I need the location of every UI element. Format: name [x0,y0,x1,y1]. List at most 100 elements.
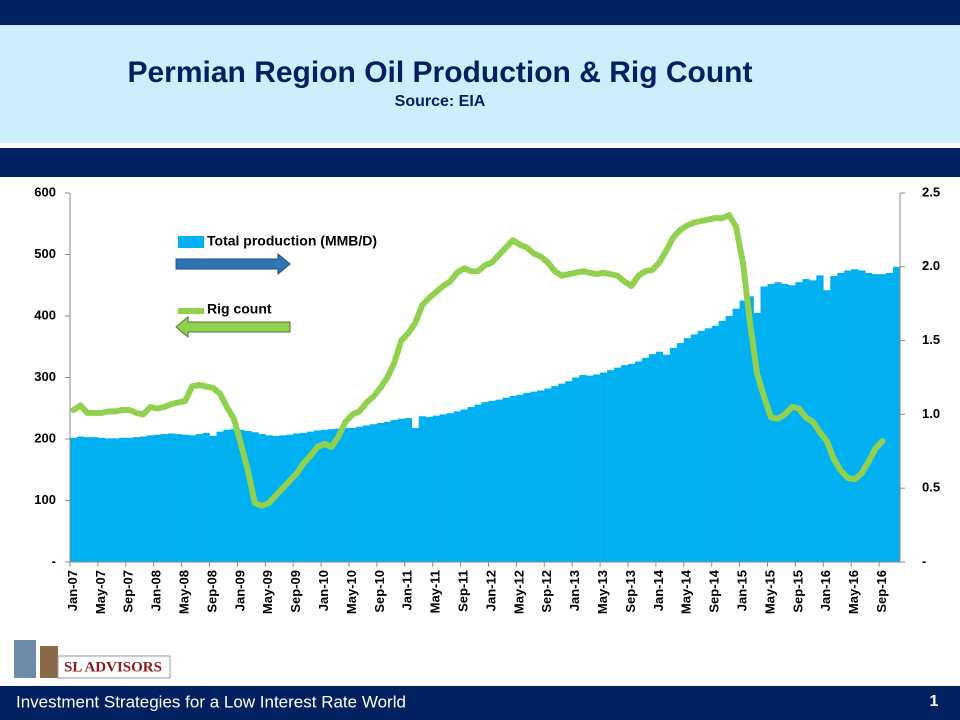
bar [572,377,580,562]
bar [495,399,503,562]
bar [753,312,761,562]
x-tick-label: Jan-16 [818,570,833,611]
bar [634,361,643,562]
plot: - 100 200 300 400 500 600 - 0.5 1.0 1.5 2.0 2.5 Jan-0… [34,184,940,614]
bar [160,434,168,562]
bar [97,437,106,562]
bar [816,275,824,562]
bar [893,266,901,562]
bar [397,418,406,562]
bar [125,437,134,562]
x-tick-label: Jan-15 [735,570,750,611]
bar [348,427,357,562]
x-tick-label: May-11 [428,570,443,613]
bar [223,429,231,562]
y-tick-label: 400 [34,307,56,322]
bar [641,357,650,562]
x-tick-label: May-14 [679,569,694,614]
x-tick-label: Sep-07 [121,570,136,613]
bar [600,372,608,562]
bar [488,400,496,562]
bar [293,433,301,562]
bar [286,434,294,562]
bar [865,272,873,562]
x-tick-label: May-07 [93,570,108,614]
bar [300,432,308,562]
footer-bar [0,686,960,720]
y-tick-label: 200 [34,430,56,445]
x-tick-label: May-12 [511,570,526,614]
bar [718,320,726,562]
bar [153,434,161,562]
bar [516,394,524,562]
bar [328,429,336,562]
bar [565,381,573,562]
bar [70,437,78,562]
y-tick-label: 500 [34,246,56,261]
bar [335,428,343,562]
y2-tick-label: 0.5 [922,480,940,495]
bar [132,437,141,562]
y-tick-label: 100 [34,492,56,507]
y2-tick-label: 1.0 [922,406,940,421]
x-tick-label: Jan-11 [400,570,415,610]
bar [648,354,657,562]
legend-label: Rig count [207,301,272,317]
bar [781,284,789,562]
legend-swatch-bar [178,236,204,248]
x-tick-label: Jan-14 [651,569,666,611]
bar [586,375,594,562]
x-tick-label: Jan-08 [149,570,164,611]
bar [509,395,517,562]
bar [83,437,92,562]
bar [558,383,566,562]
bar [355,426,364,562]
bar [307,431,315,562]
bar [404,418,413,562]
bar [411,427,420,562]
bar [544,388,552,562]
bar [704,328,712,562]
bar [579,375,587,562]
x-tick-label: May-10 [344,570,359,614]
bar [418,416,427,562]
bar [879,274,887,562]
bar [830,276,838,562]
bar [711,325,719,562]
bar [237,429,245,562]
x-tick-label: Sep-10 [372,570,387,613]
x-tick-label: Jan-13 [567,570,582,611]
bar [872,274,880,562]
bar [697,330,706,562]
bar [167,433,175,562]
bar [362,425,371,562]
bar [209,435,217,562]
bar [376,423,385,562]
bar [188,435,196,562]
logo: SL ADVISORS [14,640,171,679]
x-tick-label: May-13 [595,570,610,614]
bar [739,300,747,562]
bar [655,351,664,562]
y-tick-label: - [52,553,56,568]
x-tick-label: Sep-11 [456,570,471,612]
bar [621,365,629,562]
x-tick-label: Sep-16 [874,570,889,613]
x-tick-label: Sep-15 [790,570,805,613]
legend-label: Total production (MMB/D) [207,233,377,249]
x-tick-label: Sep-13 [623,570,638,613]
bar [725,316,733,562]
bar [669,347,678,562]
bar [690,334,699,562]
bar [453,411,461,562]
bar [844,270,852,562]
title-band [0,25,960,143]
legend-arrow-left [175,315,291,339]
sub-bar [0,148,960,177]
bar [216,431,224,562]
logo-icon [40,646,58,678]
bar [146,435,154,562]
bar [746,296,754,562]
chart-title: Permian Region Oil Production & Rig Coun… [127,56,752,89]
